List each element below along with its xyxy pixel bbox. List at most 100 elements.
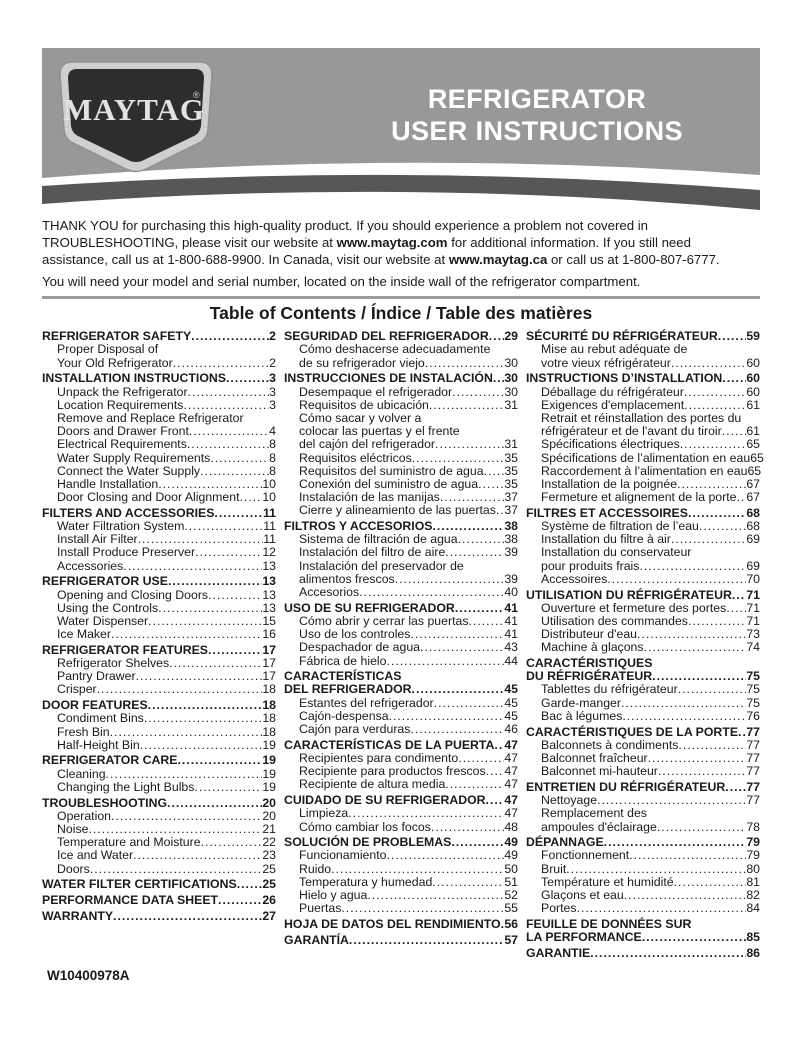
toc-entry: Cierre y alineamiento de las puertas ...… — [284, 504, 518, 517]
toc-dot-leader: ........................................… — [657, 765, 747, 779]
toc-page-number: 85 — [746, 930, 760, 945]
toc-column-french: SÉCURITÉ DU RÉFRIGÉRATEUR ..............… — [526, 329, 764, 960]
toc-entry-label: Accessoires — [541, 571, 608, 586]
toc-dot-leader: ........................................… — [111, 809, 262, 823]
toc-page-number: 38 — [504, 519, 518, 534]
toc-entry: Temperatura y humedad ..................… — [284, 874, 518, 889]
toc-page-number: 3 — [269, 384, 276, 399]
toc-dot-leader: ........................................… — [501, 918, 505, 931]
toc-page-number: 49 — [504, 835, 518, 850]
toc-page-number: 56 — [504, 916, 518, 931]
toc-entry-label: SOLUCIÓN DE PROBLEMAS — [284, 835, 452, 850]
toc-dot-leader: ........................................… — [717, 330, 747, 344]
toc-entry: Crisper ................................… — [42, 683, 276, 696]
toc-entry: Pantry Drawer ..........................… — [42, 670, 276, 683]
toc-dot-leader: ........................................… — [647, 751, 747, 765]
toc-entry-label: Ice and Water — [57, 848, 134, 863]
toc-entry: Puertas ................................… — [284, 902, 518, 915]
toc-entry: Déballage du réfrigérateur .............… — [526, 385, 760, 399]
toc-entry-label: Instalación de las manijas — [299, 490, 440, 505]
toc-entry: Cómo abrir y cerrar las puertas ........… — [284, 614, 518, 628]
toc-dot-leader: ........................................… — [620, 696, 746, 710]
toc-title: Table of Contents / Índice / Table des m… — [209, 303, 593, 324]
toc-entry: CARACTERÍSTICAS DEL REFRIGERADOR ........… — [284, 670, 518, 697]
manual-page: REFRIGERATOR USER INSTRUCTIONS MAYTAG ® … — [42, 0, 764, 1037]
toc-dot-leader: ........................................… — [411, 683, 505, 697]
intro-text: for additional information. If you still… — [42, 234, 691, 267]
toc-page-number: 55 — [504, 901, 518, 916]
toc-page-number: 19 — [262, 779, 276, 794]
toc-entry: Requisitos de ubicación ................… — [284, 398, 518, 412]
toc-entry: Remplacement des ampoules d'éclairage ...… — [526, 807, 760, 834]
toc-entry: FILTERS AND ACCESSORIES ................… — [42, 506, 276, 520]
toc-entry: REFRIGERATOR USE .......................… — [42, 575, 276, 588]
toc-dot-leader: ........................................… — [194, 780, 262, 794]
toc-page-number: 11 — [263, 532, 276, 547]
toc-entry: Ruido ..................................… — [284, 862, 518, 876]
toc-dot-leader: ........................................… — [420, 641, 505, 655]
toc-page-number: 17 — [262, 669, 276, 684]
toc-entry: Condiment Bins .........................… — [42, 712, 276, 725]
toc-entry: Fábrica de hielo .......................… — [284, 654, 518, 668]
toc-entry: GARANTIE ...............................… — [526, 945, 760, 960]
toc-dot-leader: ........................................… — [607, 572, 746, 586]
toc-entry: Ice and Water ..........................… — [42, 849, 276, 862]
toc-entry: REFRIGERATOR CARE ......................… — [42, 754, 276, 767]
toc-entry-label: TROUBLESHOOTING — [42, 795, 168, 810]
toc-dot-leader: ........................................… — [678, 738, 746, 752]
toc-page-number: 47 — [504, 764, 518, 779]
toc-dot-leader: ........................................… — [96, 683, 263, 697]
toc-entry: CARACTERÍSTICAS DE LA PUERTA ...........… — [284, 737, 518, 752]
toc-entry-label: Cajón-despensa — [299, 708, 389, 723]
toc-page-number: 13 — [262, 600, 276, 615]
toc-page-number: 47 — [504, 777, 518, 792]
toc-page-number: 75 — [746, 669, 760, 684]
toc-entry: INSTRUCCIONES DE INSTALACIÓN ...........… — [284, 372, 518, 385]
toc-entry: Accessoires ............................… — [526, 571, 760, 586]
toc-dot-leader: ........................................… — [623, 889, 747, 903]
toc-entry: Noise ..................................… — [42, 822, 276, 836]
toc-entry-line: Retrait et réinstallation des portes du — [541, 410, 742, 425]
toc-entry: Retrait et réinstallation des portes du r… — [526, 410, 760, 438]
toc-entry: WARRANTY ...............................… — [42, 909, 276, 923]
toc-entry: Bac à légumes ..........................… — [526, 709, 760, 723]
toc-page-number: 37 — [504, 503, 518, 518]
toc-entry-label: de su refrigerador viejo — [299, 355, 425, 370]
toc-entry: Using the Controls .....................… — [42, 600, 276, 615]
toc-entry-label: Sistema de filtración de agua — [299, 532, 458, 547]
toc-dot-leader: ........................................… — [432, 520, 505, 534]
toc-page-number: 60 — [746, 355, 760, 370]
toc-entry-label: GARANTIE — [526, 945, 591, 960]
toc-page-number: 79 — [746, 848, 760, 863]
toc-entry-label: CARACTERÍSTICAS DE LA PUERTA — [284, 737, 495, 752]
toc-page-number: 67 — [746, 490, 760, 505]
toc-entry-label: SEGURIDAD DEL REFRIGERADOR — [284, 329, 489, 344]
toc-page-number: 77 — [746, 779, 760, 794]
toc-entry-label: Raccordement à l’alimentation en eau — [541, 463, 748, 478]
toc-page-number: 26 — [262, 893, 276, 908]
toc-dot-leader: ........................................… — [386, 849, 505, 863]
toc-entry-line: Proper Disposal of — [57, 342, 159, 357]
toc-entry-label: Spécifications électriques — [541, 437, 680, 452]
toc-entry-label: Nettoyage — [541, 793, 598, 808]
toc-page-number: 70 — [746, 571, 760, 586]
toc-page-number: 37 — [504, 490, 518, 505]
toc-entry-line: Mise au rebut adéquate de — [541, 342, 688, 357]
toc-dot-leader: ........................................… — [188, 425, 270, 439]
toc-page-number: 51 — [504, 874, 518, 889]
toc-dot-leader: ........................................… — [410, 628, 504, 642]
toc-entry: REFRIGERATOR SAFETY ....................… — [42, 329, 276, 343]
toc-entry-line: CARACTÉRISTIQUES — [526, 656, 653, 671]
toc-page-number: 3 — [269, 371, 276, 386]
toc-entry: Proper Disposal of Your Old Refrigerator … — [42, 342, 276, 370]
toc-dot-leader: ........................................… — [445, 778, 504, 792]
toc-page-number: 23 — [262, 848, 276, 863]
toc-dot-leader: ........................................… — [169, 657, 262, 671]
toc-entry: Cómo cambiar los focos .................… — [284, 820, 518, 834]
toc-dot-leader: ........................................… — [603, 836, 747, 850]
toc-page-number: 71 — [746, 600, 760, 615]
toc-page-number: 20 — [262, 795, 276, 810]
toc-entry: Install Air Filter .....................… — [42, 533, 276, 546]
toc-dot-leader: ........................................… — [226, 372, 270, 386]
toc-dot-leader: ........................................… — [331, 862, 505, 876]
